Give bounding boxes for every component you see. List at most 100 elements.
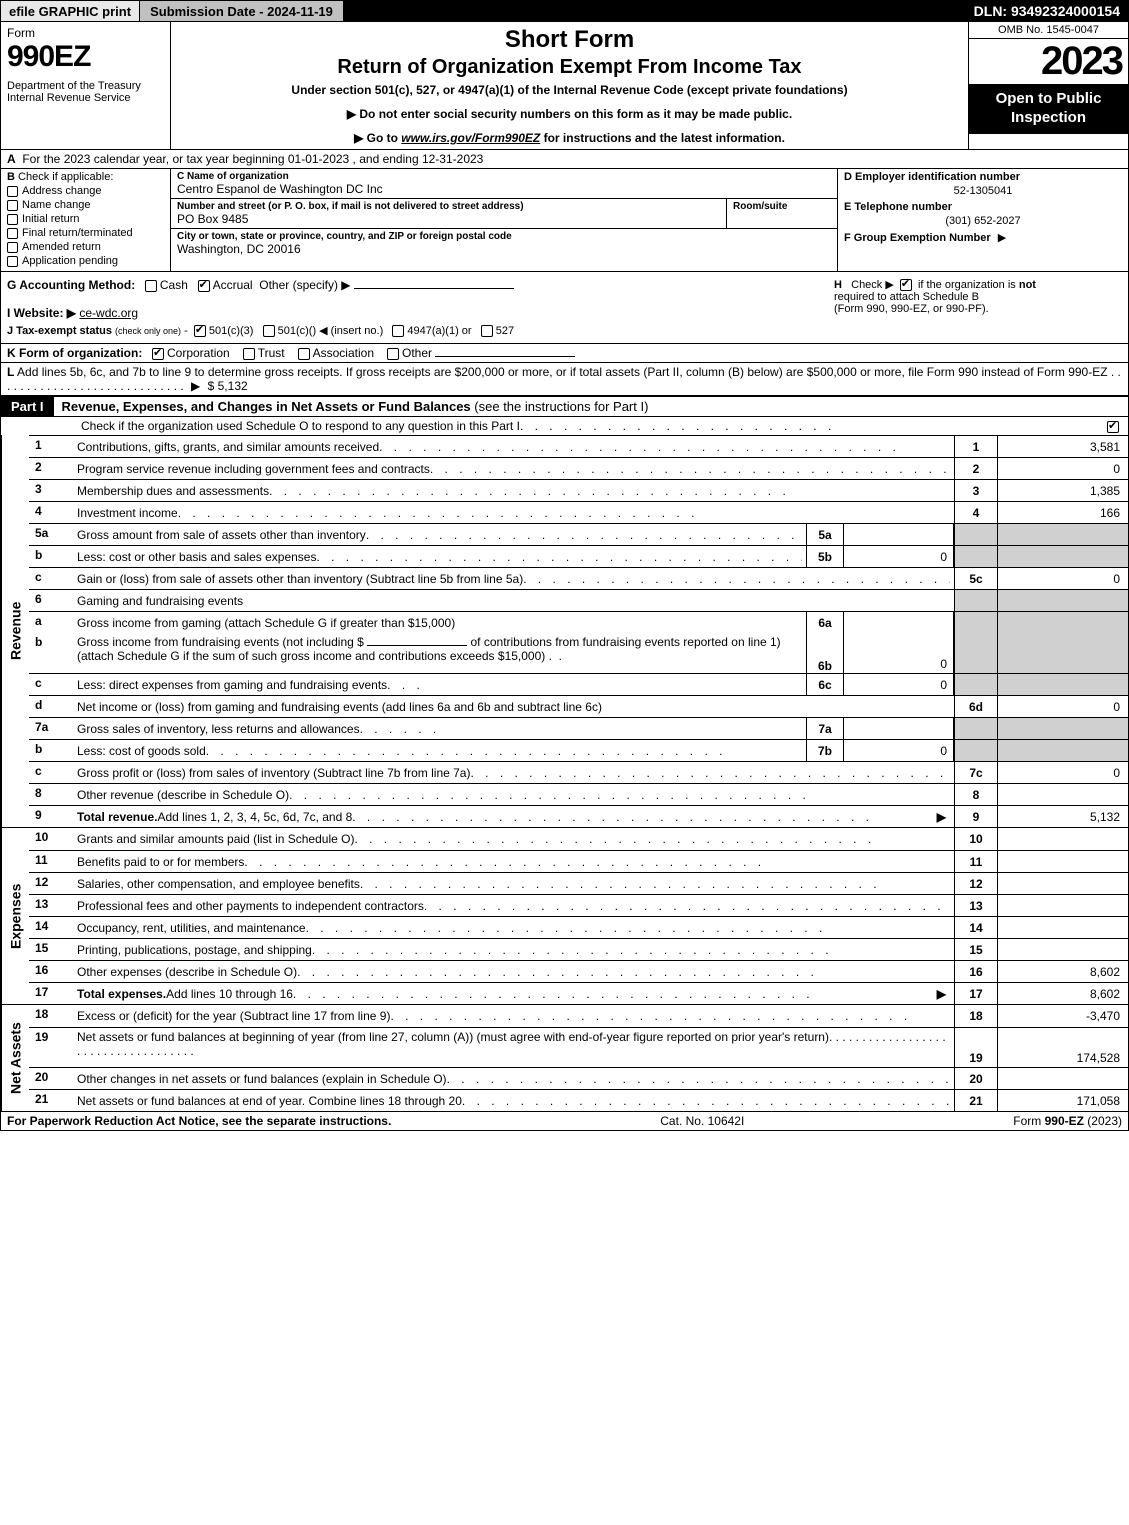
cb-address-change[interactable]: Address change xyxy=(7,185,164,197)
cb-application-pending[interactable]: Application pending xyxy=(7,255,164,267)
desc-text: Membership dues and assessments xyxy=(77,484,269,498)
desc-text: Gross income from fundraising events (no… xyxy=(77,635,364,649)
cb-other[interactable] xyxy=(387,348,399,360)
title-return: Return of Organization Exempt From Incom… xyxy=(181,56,958,79)
c-name-label: C Name of organization xyxy=(177,171,831,182)
line-num: b xyxy=(29,740,73,761)
line-desc: Net assets or fund balances at beginning… xyxy=(73,1028,954,1067)
line-rn: 7c xyxy=(954,762,998,783)
part-1-subline: Check if the organization used Schedule … xyxy=(1,417,1128,435)
part-1-check[interactable] xyxy=(1104,419,1122,433)
section-def: D Employer identification number 52-1305… xyxy=(838,169,1128,271)
line-rn: 8 xyxy=(954,784,998,805)
line-10: 10 Grants and similar amounts paid (list… xyxy=(29,828,1128,850)
line-19: 19 Net assets or fund balances at beginn… xyxy=(29,1027,1128,1067)
cb-501c[interactable] xyxy=(263,325,275,337)
cb-trust[interactable] xyxy=(243,348,255,360)
omb-number: OMB No. 1545-0047 xyxy=(969,22,1128,39)
line-7c: c Gross profit or (loss) from sales of i… xyxy=(29,761,1128,783)
line-num: 16 xyxy=(29,961,73,982)
sub-label: 6a xyxy=(806,612,844,633)
title-short-form: Short Form xyxy=(181,26,958,54)
line-desc: Net income or (loss) from gaming and fun… xyxy=(73,696,954,717)
h-label: H xyxy=(834,279,842,291)
line-desc: Printing, publications, postage, and shi… xyxy=(73,939,954,960)
netassets-body: 18 Excess or (deficit) for the year (Sub… xyxy=(29,1005,1128,1111)
cb-501c3[interactable] xyxy=(194,325,206,337)
line-desc: Other expenses (describe in Schedule O).… xyxy=(73,961,954,982)
cb-accrual[interactable] xyxy=(198,280,210,292)
line-13: 13 Professional fees and other payments … xyxy=(29,894,1128,916)
dots: . . . . . . . . . . . . . . . . . . . . … xyxy=(523,572,950,586)
cb-amended-return[interactable]: Amended return xyxy=(7,241,164,253)
k-other-input[interactable] xyxy=(435,356,575,357)
desc-text: Net assets or fund balances at end of ye… xyxy=(77,1094,462,1108)
row-k: K Form of organization: Corporation Trus… xyxy=(1,344,1128,363)
cb-4947[interactable] xyxy=(392,325,404,337)
phone-value: (301) 652-2027 xyxy=(844,215,1122,227)
form-number: 990EZ xyxy=(7,40,164,74)
desc-text: Net assets or fund balances at beginning… xyxy=(77,1030,829,1044)
footer-right-pre: Form xyxy=(1013,1114,1044,1128)
row-gh: G Accounting Method: Cash Accrual Other … xyxy=(1,272,1128,344)
cb-label: Amended return xyxy=(22,241,101,253)
line-amt: 0 xyxy=(998,696,1128,717)
line-20: 20 Other changes in net assets or fund b… xyxy=(29,1067,1128,1089)
c-city-row: City or town, state or province, country… xyxy=(171,229,837,258)
row-l: L Add lines 5b, 6c, and 7b to line 9 to … xyxy=(1,363,1128,396)
part-1-header: Part I Revenue, Expenses, and Changes in… xyxy=(1,396,1128,417)
cb-cash[interactable] xyxy=(145,280,157,292)
cb-527[interactable] xyxy=(481,325,493,337)
h-text4: (Form 990, 990-EZ, or 990-PF). xyxy=(834,303,989,315)
j-o2: 501(c)( xyxy=(278,325,313,337)
line-3: 3 Membership dues and assessments. . . .… xyxy=(29,479,1128,501)
line-desc: Gain or (loss) from sale of assets other… xyxy=(73,568,954,589)
dots: . . . . . . xyxy=(360,722,802,736)
cb-name-change[interactable]: Name change xyxy=(7,199,164,211)
form-header: Form 990EZ Department of the Treasury In… xyxy=(1,22,1128,150)
line-11: 11 Benefits paid to or for members. . . … xyxy=(29,850,1128,872)
line-amt xyxy=(998,1068,1128,1089)
line-desc: Gross income from gaming (attach Schedul… xyxy=(73,612,806,633)
dots: . . . . . . . . . . . . . . . . . . . . … xyxy=(206,744,802,758)
sub-label: 5a xyxy=(806,524,844,545)
desc-text: Gain or (loss) from sale of assets other… xyxy=(77,572,523,586)
line-rn-shade xyxy=(954,740,998,761)
dots: . . . . . . . . . . . . . . . . . . . . … xyxy=(178,506,950,520)
line-num: 7a xyxy=(29,718,73,739)
line-rn: 10 xyxy=(954,828,998,850)
section-g: G Accounting Method: Cash Accrual Other … xyxy=(1,272,828,343)
line-desc: Less: cost of goods sold. . . . . . . . … xyxy=(73,740,806,761)
line-rn: 18 xyxy=(954,1005,998,1027)
line-6d: d Net income or (loss) from gaming and f… xyxy=(29,695,1128,717)
cb-association[interactable] xyxy=(298,348,310,360)
dots: . . . . . . . . . . . . . . . . . . . . … xyxy=(520,419,1104,433)
l-label: L xyxy=(7,365,14,379)
website-link[interactable]: ce-wdc.org xyxy=(79,306,138,320)
line-amt: 166 xyxy=(998,502,1128,523)
line-num: 14 xyxy=(29,917,73,938)
efile-print-button[interactable]: efile GRAPHIC print xyxy=(1,1,140,21)
footer: For Paperwork Reduction Act Notice, see … xyxy=(1,1111,1128,1130)
sub-label: 6c xyxy=(806,674,844,695)
sub-label: 5b xyxy=(806,546,844,567)
k-assoc: Association xyxy=(313,346,374,360)
dots: . . . . . . . . . . . . . . . . . . . . … xyxy=(297,965,950,979)
fundraising-amount-input[interactable] xyxy=(367,645,467,646)
g-other-input[interactable] xyxy=(354,288,514,289)
cb-schedule-b[interactable] xyxy=(900,279,912,291)
form-word: Form xyxy=(7,26,164,40)
dots: . . . . . . . . . . . . . . . . . . . . … xyxy=(424,899,950,913)
open-to-public: Open to Public Inspection xyxy=(969,84,1128,134)
b-label: B xyxy=(7,171,15,183)
cb-corporation[interactable] xyxy=(152,348,164,360)
line-5c: c Gain or (loss) from sale of assets oth… xyxy=(29,567,1128,589)
line-num: b xyxy=(29,546,73,567)
line-rn-shade xyxy=(954,718,998,739)
cb-initial-return[interactable]: Initial return xyxy=(7,213,164,225)
line-desc: Net assets or fund balances at end of ye… xyxy=(73,1090,954,1111)
irs-link[interactable]: www.irs.gov/Form990EZ xyxy=(401,131,540,145)
cb-final-return[interactable]: Final return/terminated xyxy=(7,227,164,239)
j-o2b: ) ◀ (insert no.) xyxy=(312,325,383,337)
line-18: 18 Excess or (deficit) for the year (Sub… xyxy=(29,1005,1128,1027)
